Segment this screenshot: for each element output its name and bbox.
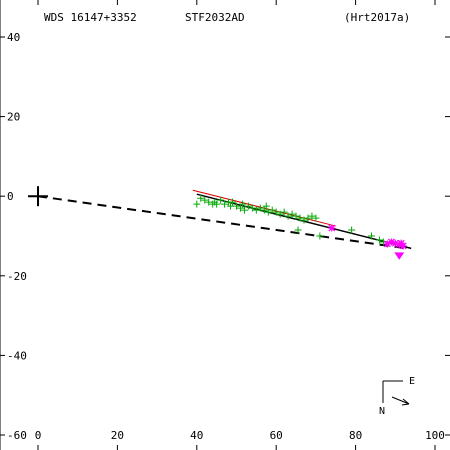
header-center: STF2032AD xyxy=(185,11,245,24)
plus-point xyxy=(268,206,276,214)
asterisk-point xyxy=(328,224,336,232)
plus-point xyxy=(229,198,237,206)
plus-point xyxy=(264,208,272,216)
plus-point xyxy=(280,208,288,216)
plus-point xyxy=(260,206,268,214)
plus-point xyxy=(227,202,235,210)
plus-point xyxy=(348,226,356,234)
compass-north-label: N xyxy=(379,406,385,417)
asterisk-point xyxy=(399,242,407,250)
compass-east-label: E xyxy=(409,376,415,387)
plus-point xyxy=(304,214,312,222)
dashed-line xyxy=(37,195,404,249)
plus-point xyxy=(213,200,221,208)
plus-point xyxy=(312,214,320,222)
plus-point xyxy=(272,208,280,216)
plus-point xyxy=(256,204,264,212)
plus-point xyxy=(296,214,304,222)
x-tick-label: 80 xyxy=(349,429,362,442)
plus-point xyxy=(300,216,308,224)
motion-arrow-head xyxy=(401,398,410,406)
plus-point xyxy=(288,210,296,218)
y-tick-label: 20 xyxy=(7,111,20,124)
x-tick-label: 0 xyxy=(35,429,42,442)
plus-point xyxy=(308,212,316,220)
plus-point xyxy=(205,198,213,206)
plus-point xyxy=(238,200,246,208)
x-tick-label: 20 xyxy=(111,429,124,442)
plus-point xyxy=(197,194,205,202)
plus-point xyxy=(252,206,260,214)
plus-point xyxy=(375,236,383,244)
y-tick-label: 0 xyxy=(7,190,14,203)
plus-point xyxy=(233,202,240,210)
plus-point xyxy=(262,202,270,210)
asterisk-point xyxy=(391,239,399,247)
y-tick-label: 40 xyxy=(7,31,20,44)
plus-point xyxy=(294,226,302,234)
y-tick-label: -20 xyxy=(7,270,27,283)
y-tick-label: -40 xyxy=(7,349,27,362)
asterisk-point xyxy=(387,238,395,246)
plus-point xyxy=(316,232,324,240)
header-left: WDS 16147+3352 xyxy=(44,11,137,24)
y-tick-label: -60 xyxy=(7,429,27,442)
plus-point xyxy=(193,200,201,208)
header-right: (Hrt2017a) xyxy=(344,11,410,24)
plus-point xyxy=(284,212,292,220)
x-tick-label: 60 xyxy=(270,429,283,442)
plus-point xyxy=(244,202,252,210)
x-tick-label: 40 xyxy=(190,429,203,442)
plus-point xyxy=(221,200,229,208)
motion-arrow-shaft xyxy=(391,396,410,405)
plus-point xyxy=(248,204,256,212)
plus-point xyxy=(367,232,375,240)
x-tick-label: 100 xyxy=(425,429,445,442)
plus-point xyxy=(292,212,300,220)
compass: E N xyxy=(379,376,415,417)
plus-point xyxy=(201,196,209,204)
data-points xyxy=(193,194,407,260)
asterisk-point xyxy=(383,240,391,248)
plus-point xyxy=(240,206,248,214)
triangle-point xyxy=(394,252,405,260)
plus-point xyxy=(276,210,284,218)
plus-point xyxy=(217,196,225,204)
plus-point xyxy=(236,204,244,212)
